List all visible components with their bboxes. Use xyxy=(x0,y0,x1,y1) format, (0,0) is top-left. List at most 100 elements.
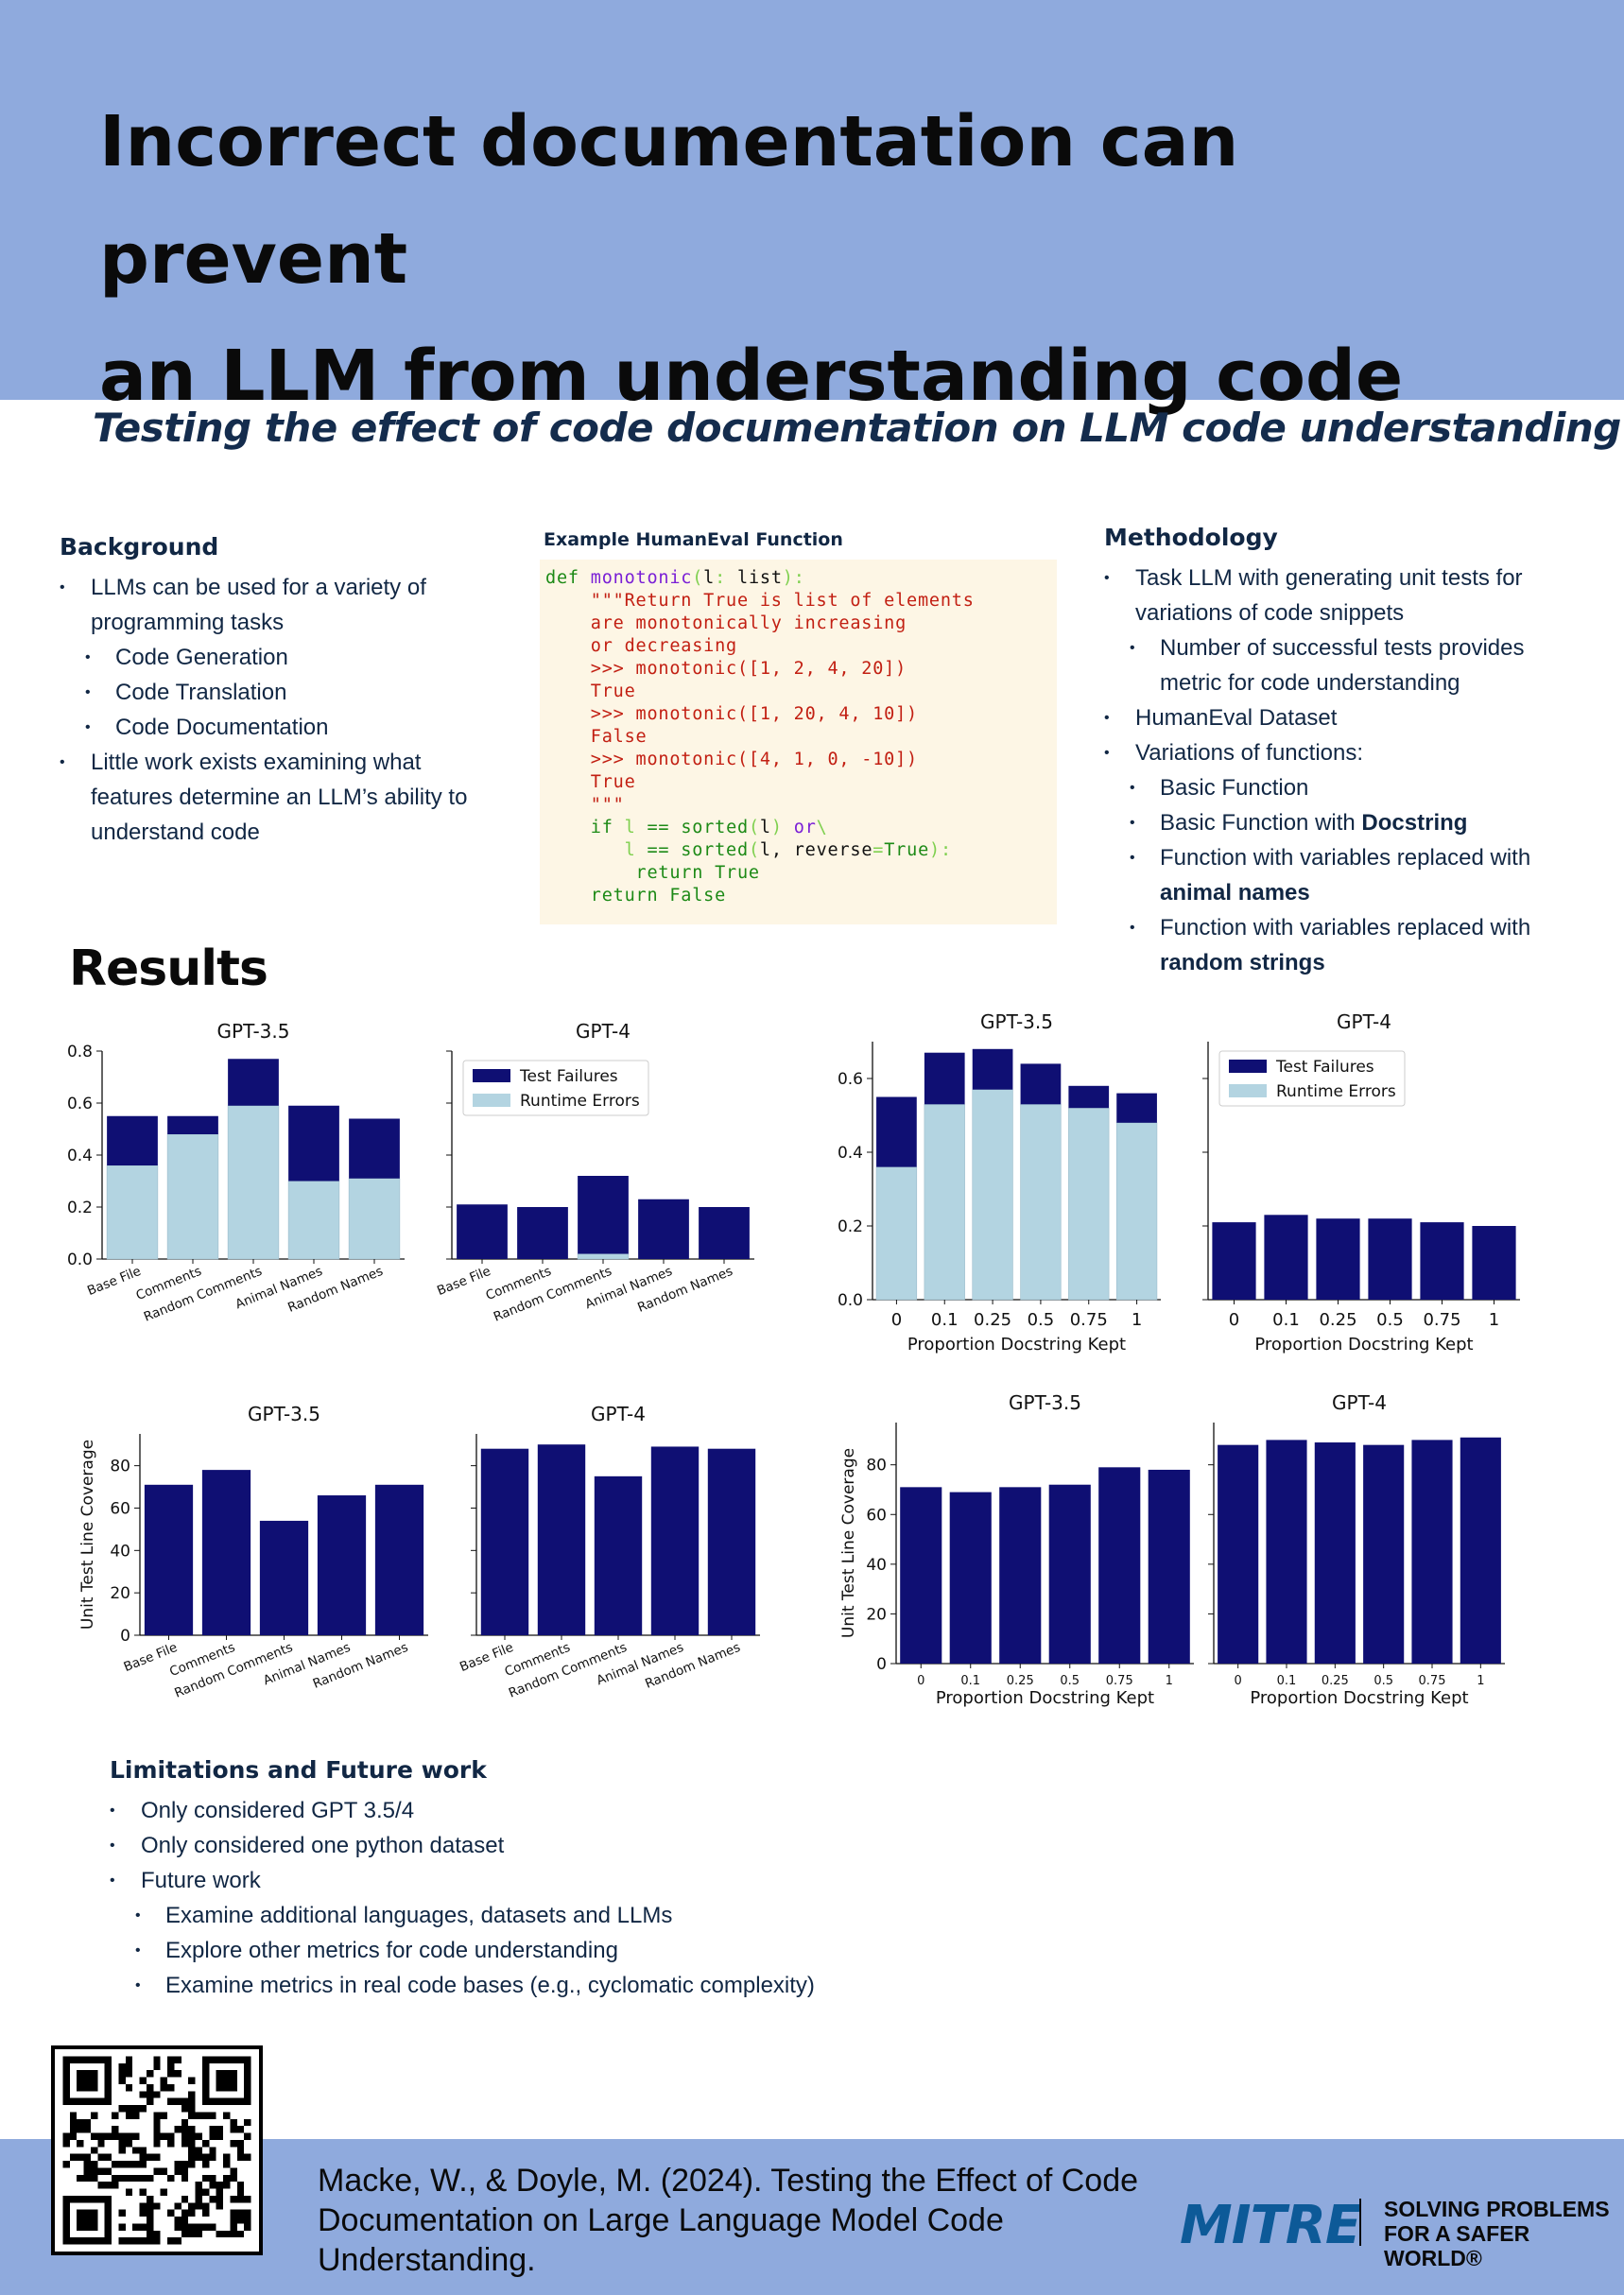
qr-module xyxy=(236,2230,245,2238)
code-token: >>> monotonic([1, 20, 4, 10]) xyxy=(590,704,918,724)
qr-module xyxy=(209,2182,216,2189)
qr-module xyxy=(125,2056,133,2063)
qr-module xyxy=(244,2195,251,2203)
qr-module xyxy=(112,2174,119,2183)
qr-module xyxy=(188,2209,196,2217)
qr-module xyxy=(195,2153,202,2162)
background-heading: Background xyxy=(60,533,219,561)
qr-module xyxy=(230,2195,237,2203)
qr-module xyxy=(146,2202,154,2210)
x-tick-label: Random Comments xyxy=(507,1640,630,1701)
qr-module xyxy=(167,2083,175,2092)
qr-module xyxy=(125,2237,133,2245)
bar-runtime-errors xyxy=(1068,1107,1110,1301)
qr-module xyxy=(201,2161,210,2168)
qr-module xyxy=(146,2083,154,2092)
qr-module xyxy=(132,2223,140,2231)
qr-module xyxy=(209,2112,216,2119)
qr-finder xyxy=(77,2070,98,2092)
code-token: monotonic xyxy=(590,568,693,588)
qr-module xyxy=(69,2132,78,2140)
qr-module xyxy=(181,2167,189,2175)
limitations-heading: Limitations and Future work xyxy=(110,1756,487,1784)
x-tick-label: Comments xyxy=(503,1640,573,1680)
x-tick-label: Comments xyxy=(484,1264,554,1303)
code-block: def monotonic(l: list): """Return True i… xyxy=(540,560,1057,924)
code-token: def xyxy=(545,568,591,588)
qr-module xyxy=(167,2062,175,2071)
qr-module xyxy=(230,2223,237,2231)
bar-runtime-errors xyxy=(924,1104,965,1301)
qr-module xyxy=(97,2153,105,2162)
x-tick-label: 0.25 xyxy=(1322,1674,1349,1688)
qr-module xyxy=(132,2132,140,2140)
methodology-heading: Methodology xyxy=(1104,524,1278,551)
code-token: return False xyxy=(590,886,727,906)
qr-module xyxy=(230,2230,237,2238)
qr-module xyxy=(230,2217,237,2224)
chart-title: GPT-3.5 xyxy=(1009,1391,1081,1414)
qr-module xyxy=(201,2188,210,2196)
bar-test-failures xyxy=(1068,1085,1110,1109)
x-tick-label: 0.1 xyxy=(1277,1674,1297,1688)
qr-module xyxy=(236,2182,245,2189)
bar-runtime-errors xyxy=(227,1105,280,1260)
qr-module xyxy=(223,2182,231,2189)
qr-module xyxy=(160,2132,168,2140)
qr-module xyxy=(209,2147,216,2154)
qr-module xyxy=(125,2062,133,2071)
legend-swatch-failures xyxy=(1229,1060,1267,1073)
qr-module xyxy=(223,2153,231,2162)
qr-module xyxy=(236,2195,245,2203)
code-token: == xyxy=(647,840,682,860)
y-tick-label: 20 xyxy=(110,1584,130,1603)
future-work-2: Explore other metrics for code understan… xyxy=(110,1933,1055,1968)
x-tick-label: Base File xyxy=(122,1640,180,1675)
qr-module xyxy=(236,2126,245,2133)
qr-module xyxy=(153,2056,161,2063)
qr-module xyxy=(69,2126,78,2133)
qr-module xyxy=(146,2237,154,2245)
legend-label-runtime: Runtime Errors xyxy=(1276,1082,1396,1101)
qr-module xyxy=(77,2153,84,2162)
future-work-1: Examine additional languages, datasets a… xyxy=(110,1898,1055,1933)
qr-module xyxy=(62,2132,70,2140)
qr-module xyxy=(181,2217,189,2224)
qr-module xyxy=(181,2139,189,2148)
qr-finder xyxy=(62,2195,112,2203)
qr-module xyxy=(181,2097,189,2106)
bar-runtime-errors xyxy=(1115,1122,1158,1301)
qr-module xyxy=(118,2105,126,2113)
qr-module xyxy=(83,2167,91,2175)
qr-module xyxy=(201,2223,210,2231)
x-tick-label: 1 xyxy=(1477,1674,1484,1688)
background-list: LLMs can be used for a variety of progra… xyxy=(60,570,509,850)
x-tick-label: Random Names xyxy=(635,1264,734,1316)
qr-module xyxy=(125,2083,133,2092)
variation-bold: random strings xyxy=(1160,950,1325,975)
x-tick-label: 0 xyxy=(917,1674,924,1688)
qr-module xyxy=(146,2217,154,2224)
variation-3: Function with variables replaced with an… xyxy=(1104,840,1577,910)
qr-module xyxy=(201,2153,210,2162)
bar-coverage xyxy=(1314,1442,1356,1664)
bar-coverage xyxy=(949,1492,992,1664)
qr-code[interactable] xyxy=(51,2045,263,2255)
bar-test-failures xyxy=(1264,1215,1308,1300)
qr-module xyxy=(244,2217,251,2224)
qr-module xyxy=(118,2161,126,2168)
qr-module xyxy=(90,2112,98,2119)
qr-module xyxy=(139,2209,147,2217)
qr-finder xyxy=(201,2056,251,2063)
x-tick-label: 0.25 xyxy=(1007,1674,1034,1688)
qr-module xyxy=(69,2153,78,2162)
y-tick-label: 60 xyxy=(866,1506,887,1525)
qr-module xyxy=(195,2202,202,2210)
y-tick-label: 0.2 xyxy=(838,1217,863,1236)
qr-module xyxy=(83,2161,91,2168)
qr-module xyxy=(223,2174,231,2183)
qr-module xyxy=(153,2062,161,2071)
qr-module xyxy=(139,2161,147,2168)
chart-title: GPT-3.5 xyxy=(248,1403,320,1425)
qr-module xyxy=(77,2139,84,2148)
